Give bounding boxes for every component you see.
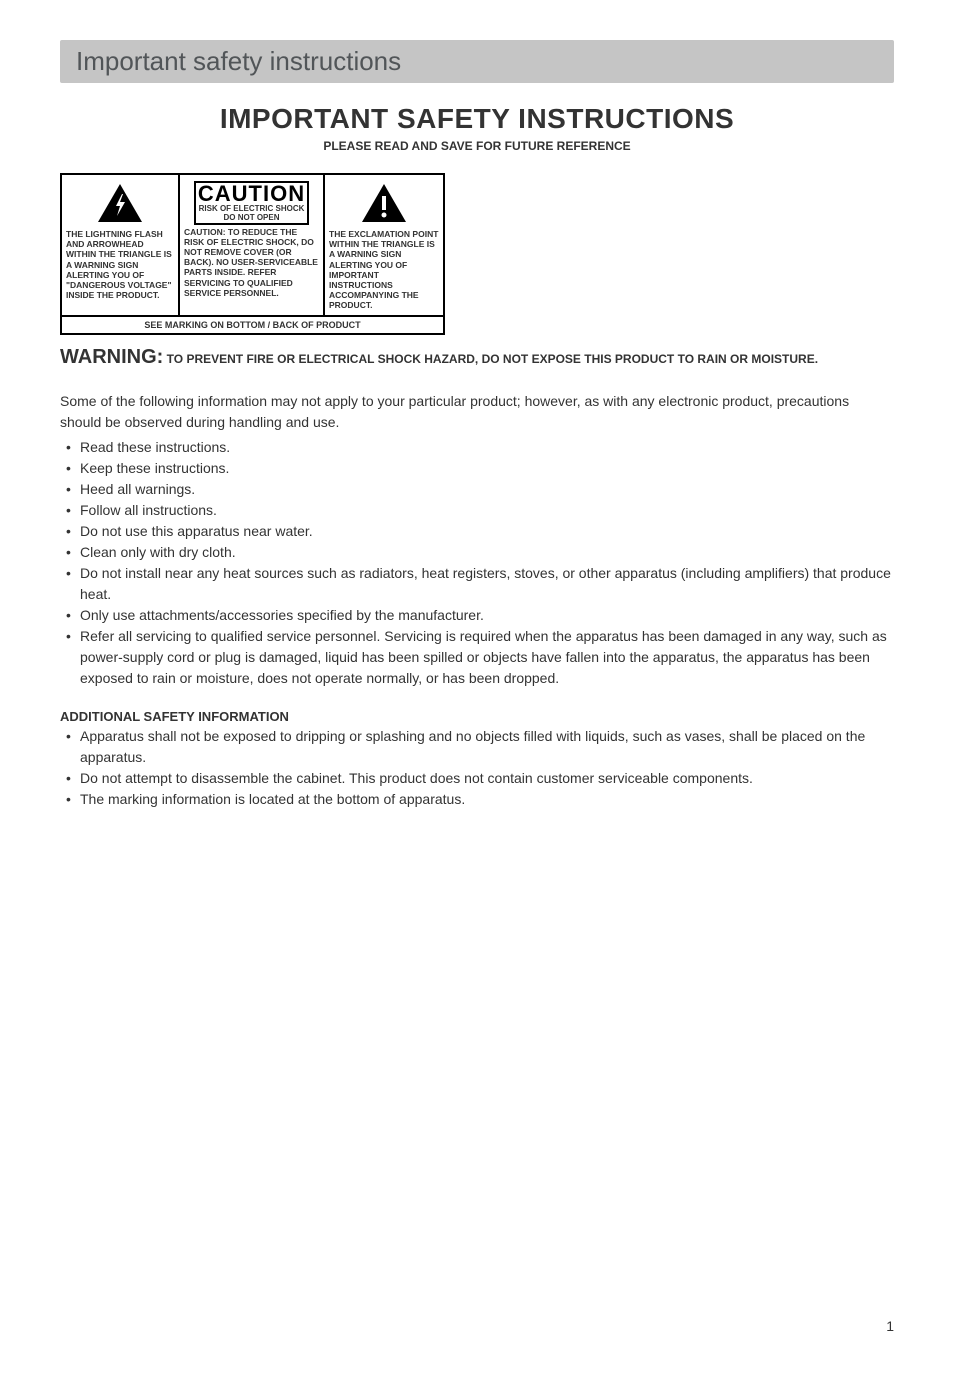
list-item: Apparatus shall not be exposed to drippi… (60, 726, 894, 768)
exclamation-triangle-icon (359, 182, 409, 226)
list-item: Read these instructions. (60, 437, 894, 458)
caution-left-text: THE LIGHTNING FLASH AND ARROWHEAD WITHIN… (66, 229, 174, 300)
list-item: Follow all instructions. (60, 500, 894, 521)
list-item: Do not attempt to disassemble the cabine… (60, 768, 894, 789)
list-item: Clean only with dry cloth. (60, 542, 894, 563)
warning-big-label: WARNING: (60, 346, 163, 368)
list-item: The marking information is located at th… (60, 789, 894, 810)
list-item: Only use attachments/accessories specifi… (60, 605, 894, 626)
caution-row: THE LIGHTNING FLASH AND ARROWHEAD WITHIN… (62, 175, 443, 315)
main-title: IMPORTANT SAFETY INSTRUCTIONS (60, 103, 894, 135)
caution-bottom-banner: SEE MARKING ON BOTTOM / BACK OF PRODUCT (62, 315, 443, 333)
list-item: Keep these instructions. (60, 458, 894, 479)
lightning-triangle-icon (95, 182, 145, 226)
caution-right-text: THE EXCLAMATION POINT WITHIN THE TRIANGL… (329, 229, 439, 311)
list-item: Refer all servicing to qualified service… (60, 626, 894, 689)
additional-heading: ADDITIONAL SAFETY INFORMATION (60, 709, 894, 724)
list-item: Heed all warnings. (60, 479, 894, 500)
header-banner: Important safety instructions (60, 40, 894, 83)
warning-rest: TO PREVENT FIRE OR ELECTRICAL SHOCK HAZA… (163, 352, 818, 366)
list-item: Do not use this apparatus near water. (60, 521, 894, 542)
caution-label-box: CAUTION RISK OF ELECTRIC SHOCK DO NOT OP… (194, 181, 309, 225)
warning-block: WARNING: TO PREVENT FIRE OR ELECTRICAL S… (60, 343, 894, 371)
page-number: 1 (886, 1318, 894, 1334)
caution-label: CAUTION (198, 183, 305, 205)
caution-box: THE LIGHTNING FLASH AND ARROWHEAD WITHIN… (60, 173, 445, 335)
caution-left-cell: THE LIGHTNING FLASH AND ARROWHEAD WITHIN… (62, 175, 180, 315)
banner-title: Important safety instructions (76, 46, 878, 77)
subtitle: PLEASE READ AND SAVE FOR FUTURE REFERENC… (60, 139, 894, 153)
main-bullet-list: Read these instructions. Keep these inst… (60, 437, 894, 689)
caution-sub2: DO NOT OPEN (198, 214, 305, 223)
caution-middle-text: CAUTION: TO REDUCE THE RISK OF ELECTRIC … (184, 227, 319, 298)
list-item: Do not install near any heat sources suc… (60, 563, 894, 605)
intro-paragraph: Some of the following information may no… (60, 391, 894, 433)
caution-right-cell: THE EXCLAMATION POINT WITHIN THE TRIANGL… (325, 175, 443, 315)
caution-middle-cell: CAUTION RISK OF ELECTRIC SHOCK DO NOT OP… (180, 175, 325, 315)
additional-bullet-list: Apparatus shall not be exposed to drippi… (60, 726, 894, 810)
